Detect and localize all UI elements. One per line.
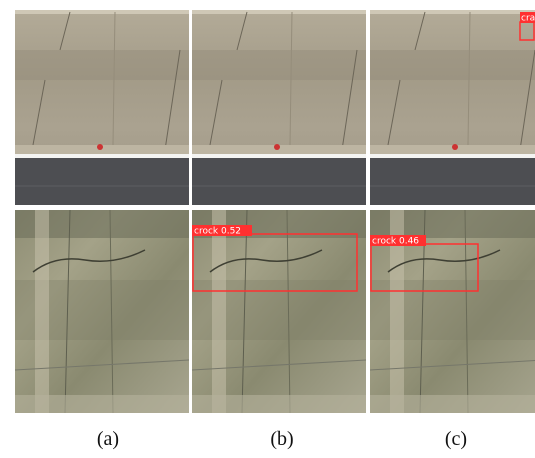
panel-caption: (a) [97,428,119,450]
image-row-bottom [15,210,535,413]
detection-label: crock 0.46 [372,237,419,247]
image-row-top [15,10,535,205]
image-c-top [370,10,535,205]
image-b-bottom [192,210,366,413]
image-a-bottom [15,210,189,413]
panel-caption: (c) [445,428,467,450]
detection-label: crock 0.52 [194,227,241,237]
image-a-top [15,10,189,205]
figure: crac crock 0.52 crock 0.46 (a) (b) (c) [0,0,535,453]
panel-caption: (b) [270,428,293,450]
image-b-top [192,10,366,205]
